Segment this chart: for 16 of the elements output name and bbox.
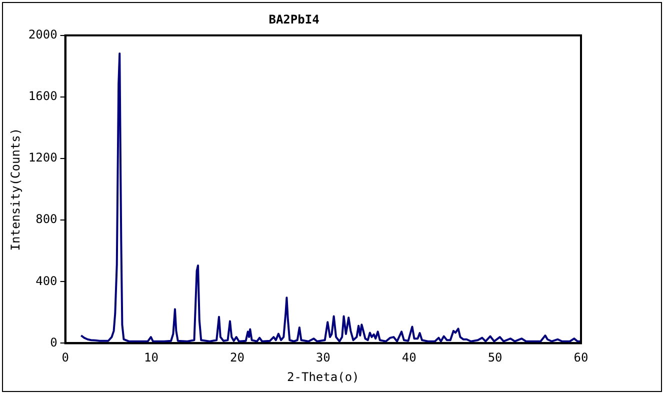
chart-title: BA2PbI4 bbox=[268, 12, 320, 26]
y-tick-label: 800 bbox=[36, 212, 58, 226]
x-tick-label: 50 bbox=[488, 350, 502, 365]
x-tick-label: 0 bbox=[62, 350, 69, 365]
y-tick-label: 1200 bbox=[28, 150, 58, 165]
y-axis-title: Intensity(Counts) bbox=[8, 128, 22, 251]
y-tick-label: 400 bbox=[36, 274, 58, 288]
y-tick-label: 2000 bbox=[28, 28, 58, 42]
y-tick-label: 0 bbox=[50, 335, 58, 350]
x-tick-label: 60 bbox=[574, 350, 588, 365]
y-tick-label: 1600 bbox=[28, 89, 58, 104]
x-tick-label: 10 bbox=[144, 350, 158, 365]
x-axis-title: 2-Theta(o) bbox=[287, 370, 360, 384]
x-tick-label: 40 bbox=[402, 350, 416, 365]
x-tick-label: 30 bbox=[316, 350, 330, 365]
x-tick-label: 20 bbox=[230, 350, 244, 365]
